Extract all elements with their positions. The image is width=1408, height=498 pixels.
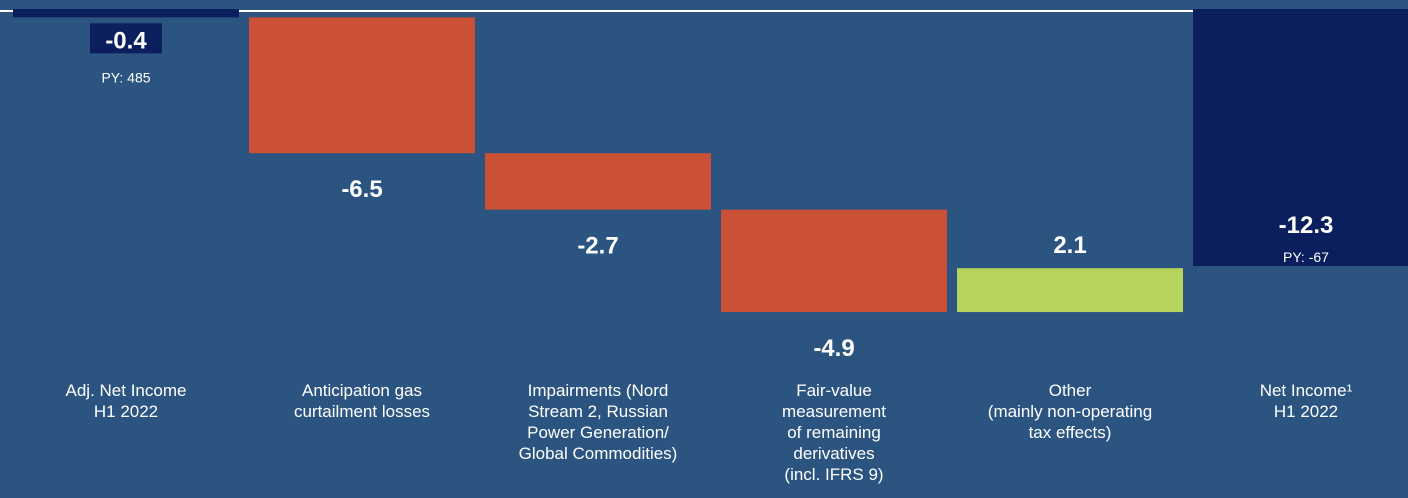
value-label: -12.3 xyxy=(1279,212,1334,239)
prior-year-label: PY: -67 xyxy=(1283,249,1329,265)
label-box xyxy=(90,23,162,54)
category-label: Adj. Net Income H1 2022 xyxy=(66,381,187,421)
category-label: Impairments (Nord Stream 2, Russian Power … xyxy=(519,381,678,463)
value-label: -2.7 xyxy=(577,233,618,260)
bar xyxy=(13,9,239,18)
category-label: Fair-value measurement of remaining derivat… xyxy=(782,381,886,484)
value-label: 2.1 xyxy=(1053,232,1086,259)
value-label: -0.4 xyxy=(105,27,147,54)
bar xyxy=(957,268,1183,313)
bar xyxy=(721,209,947,313)
category-label: Net Income¹ H1 2022 xyxy=(1260,381,1353,421)
category-label: Anticipation gas curtailment losses xyxy=(294,381,430,421)
value-label: -6.5 xyxy=(341,176,382,203)
prior-year-label: PY: 485 xyxy=(101,69,150,85)
bar xyxy=(485,153,711,210)
category-label: Other (mainly non-operating tax effects) xyxy=(988,381,1152,442)
value-label: -4.9 xyxy=(813,335,854,362)
bar xyxy=(249,17,475,154)
bar xyxy=(1193,9,1408,267)
